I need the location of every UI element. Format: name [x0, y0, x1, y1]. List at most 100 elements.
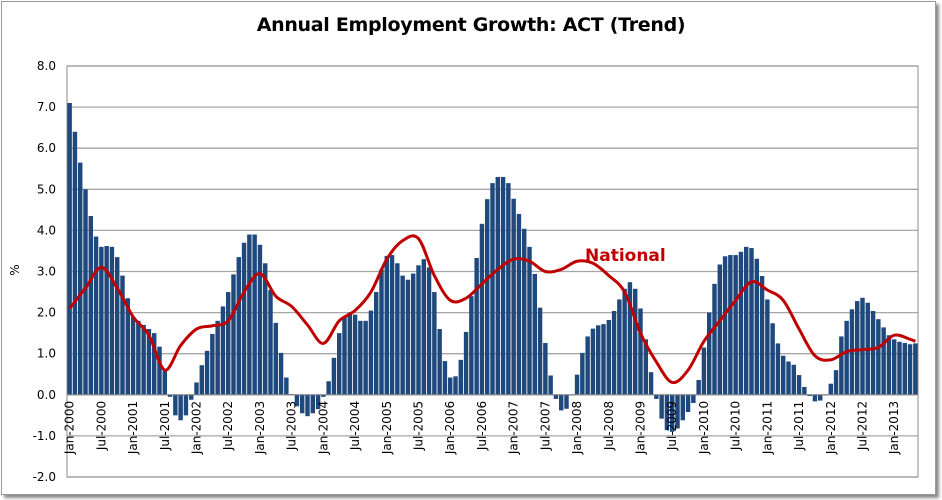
bar — [664, 394, 670, 431]
bar — [606, 319, 612, 395]
bar — [749, 248, 754, 395]
bar — [352, 314, 358, 395]
bar — [659, 394, 664, 419]
bar — [188, 394, 194, 400]
y-tick-label: 7.0 — [37, 100, 56, 114]
bar — [125, 298, 131, 395]
y-tick-label: 6.0 — [37, 141, 56, 155]
bar — [458, 359, 464, 395]
bar — [437, 329, 442, 395]
bar — [506, 183, 511, 395]
bar — [299, 394, 305, 414]
bar — [537, 307, 543, 395]
x-tick-label: Jul-2003 — [285, 401, 299, 451]
y-tick-label: -2.0 — [33, 470, 56, 484]
bar — [363, 320, 368, 395]
bar — [521, 228, 527, 395]
bar — [157, 346, 162, 395]
bar — [199, 365, 205, 395]
bar — [617, 299, 622, 395]
bar — [310, 394, 316, 414]
bar — [99, 246, 104, 395]
bar — [284, 377, 289, 395]
bar — [543, 343, 548, 395]
bar — [558, 394, 564, 411]
bar — [114, 257, 120, 395]
bar — [130, 316, 136, 395]
bar — [601, 324, 606, 395]
bar — [204, 350, 210, 395]
bar — [500, 176, 506, 395]
bar — [321, 394, 326, 397]
bar — [442, 361, 448, 395]
bar — [696, 380, 701, 395]
x-tick-label: Jan-2009 — [634, 401, 648, 455]
bar — [580, 352, 585, 395]
bar — [648, 372, 654, 395]
bar — [902, 343, 908, 395]
bar — [706, 312, 712, 395]
bar — [252, 234, 257, 395]
bar — [839, 336, 844, 395]
x-tick-label: Jul-2006 — [475, 401, 489, 451]
bar — [474, 257, 479, 395]
bar — [627, 282, 633, 395]
bar — [585, 336, 590, 395]
bar — [802, 386, 807, 395]
x-tick-label: Jan-2010 — [697, 401, 711, 455]
bar — [405, 279, 411, 395]
bar — [643, 339, 649, 395]
x-tick-label: Jan-2002 — [190, 401, 204, 455]
bar — [72, 131, 78, 395]
bar — [236, 257, 242, 395]
bar — [722, 256, 728, 395]
bar — [104, 246, 109, 395]
bar — [241, 242, 247, 395]
bar — [527, 246, 532, 395]
bar — [469, 296, 474, 395]
bar — [595, 325, 601, 395]
bar — [728, 255, 733, 395]
bar — [743, 246, 749, 395]
bar — [759, 276, 765, 395]
bar — [532, 273, 538, 395]
bar — [432, 292, 437, 395]
bar — [453, 376, 458, 395]
bar — [67, 102, 72, 395]
bar — [780, 355, 786, 395]
bar — [225, 292, 231, 395]
bar — [654, 394, 659, 399]
bar — [268, 289, 273, 395]
bar — [173, 394, 178, 416]
bar — [347, 312, 353, 395]
bar — [336, 333, 342, 395]
bar — [210, 333, 215, 395]
bar — [88, 216, 94, 395]
bar — [876, 319, 881, 395]
x-tick-label: Jan-2012 — [824, 401, 838, 455]
bar — [273, 322, 279, 395]
bar — [257, 244, 263, 395]
bar — [400, 275, 405, 395]
bar — [733, 255, 738, 395]
bar — [516, 213, 522, 395]
chart-title: Annual Employment Growth: ACT (Trend) — [256, 14, 686, 36]
bar — [680, 394, 686, 421]
bar — [886, 335, 892, 395]
bar — [183, 394, 189, 416]
x-tick-label: Jan-2004 — [316, 401, 330, 455]
bar — [844, 320, 849, 395]
bar — [765, 299, 770, 395]
x-tick-label: Jul-2008 — [602, 401, 616, 451]
bar — [907, 344, 913, 395]
bar — [495, 176, 501, 395]
national-line — [68, 234, 916, 385]
bar — [913, 343, 918, 395]
bar — [463, 331, 469, 395]
bar — [691, 394, 696, 404]
x-tick-label: Jul-2012 — [856, 401, 870, 451]
bar — [395, 263, 400, 395]
bar — [294, 394, 300, 407]
x-tick-label: Jan-2011 — [760, 401, 774, 455]
y-tick-label: 1.0 — [37, 347, 56, 361]
